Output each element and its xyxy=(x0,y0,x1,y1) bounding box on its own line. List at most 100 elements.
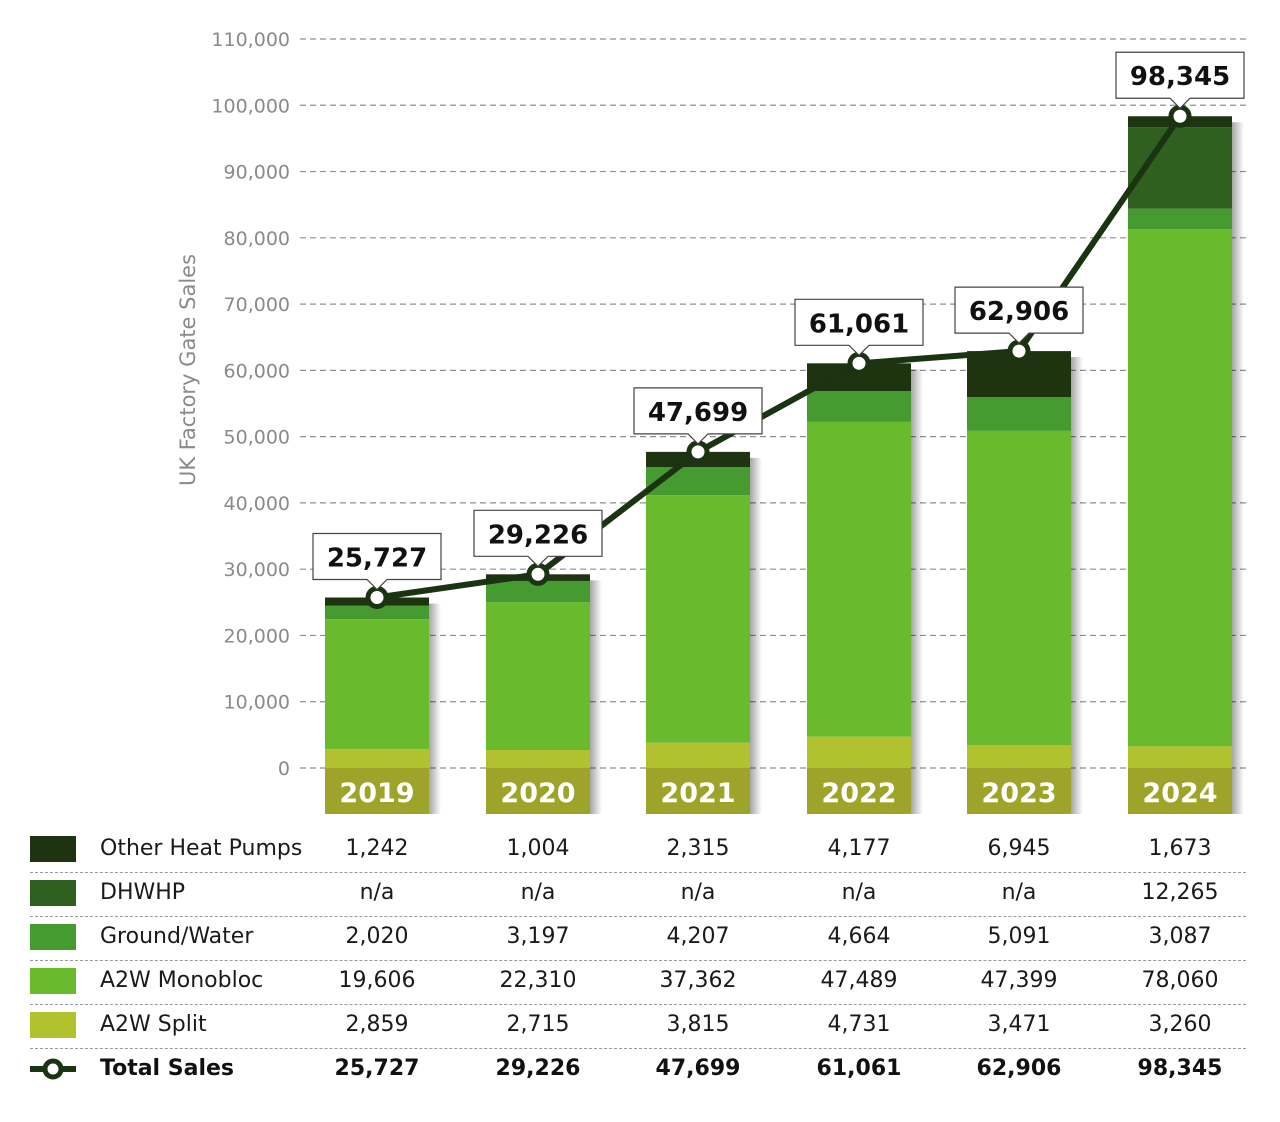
bar-segment-ground-water-2023 xyxy=(967,397,1071,431)
series-name: DHWHP xyxy=(100,880,186,905)
table-cell: 37,362 xyxy=(659,968,737,993)
total-data-label: 47,699 xyxy=(648,398,748,428)
table-cell: 25,727 xyxy=(334,1056,420,1081)
bar-shadow xyxy=(1232,122,1244,815)
table-row-other-heat-pumps: Other Heat Pumps 1,242 1,004 2,315 4,177 6,94… xyxy=(0,828,1280,872)
table-cell: 3,197 xyxy=(506,924,570,949)
bar-shadow xyxy=(429,603,441,814)
series-name: Total Sales xyxy=(100,1056,235,1081)
legend-swatch xyxy=(30,924,76,950)
table-cell: 62,906 xyxy=(976,1056,1062,1081)
year-band xyxy=(486,768,590,814)
y-tick-label: 10,000 xyxy=(224,692,290,714)
table-row-a2w-monobloc: A2W Monobloc 19,606 22,310 37,362 47,489 47,3… xyxy=(0,960,1280,1004)
table-cell: 3,815 xyxy=(666,1012,730,1037)
bar-shadow xyxy=(911,369,923,814)
year-band xyxy=(325,768,429,814)
table-divider xyxy=(30,872,1246,873)
x-tick-label: 2022 xyxy=(821,778,896,809)
y-tick-label: 70,000 xyxy=(224,294,290,316)
bar-segment-ground-water-2020 xyxy=(486,580,590,603)
table-row-ground-water: Ground/Water 2,020 3,197 4,207 4,664 5,091 3,0… xyxy=(0,916,1280,960)
x-tick-label: 2021 xyxy=(660,778,735,809)
total-sales-point xyxy=(1007,339,1031,363)
table-cell: 3,471 xyxy=(987,1012,1051,1037)
total-data-label: 61,061 xyxy=(809,309,909,339)
table-cell: n/a xyxy=(841,880,877,905)
bar-shadow xyxy=(590,580,602,814)
table-cell: 2,315 xyxy=(666,836,730,861)
bar-segment-a2w-monobloc-2024 xyxy=(1128,229,1232,747)
bar-segment-a2w-split-2019 xyxy=(325,749,429,768)
table-cell: 2,020 xyxy=(345,924,409,949)
y-tick-label: 20,000 xyxy=(224,625,290,647)
legend-swatch xyxy=(30,880,76,906)
y-tick-label: 90,000 xyxy=(224,162,290,184)
y-axis-label: UK Factory Gate Sales xyxy=(176,254,200,486)
bar-segment-a2w-split-2024 xyxy=(1128,746,1232,768)
total-sales-point xyxy=(365,586,389,610)
table-cell: 3,260 xyxy=(1148,1012,1212,1037)
total-sales-point xyxy=(686,440,710,464)
bars: 2019 2020 2021 2022 2023 2024 xyxy=(325,116,1244,815)
table-cell: 4,207 xyxy=(666,924,730,949)
y-tick-label: 80,000 xyxy=(224,228,290,250)
total-sales-point xyxy=(847,351,871,375)
bar-segment-ground-water-2022 xyxy=(807,391,911,422)
legend-swatch xyxy=(30,1012,76,1038)
table-divider xyxy=(30,1004,1246,1005)
bar-segment-ground-water-2024 xyxy=(1128,208,1232,230)
y-tick-label: 40,000 xyxy=(224,493,290,515)
series-name: Other Heat Pumps xyxy=(100,836,303,861)
bar-shadow xyxy=(750,457,762,814)
table-cell: 47,699 xyxy=(655,1056,741,1081)
table-divider xyxy=(30,1048,1246,1049)
table-cell: n/a xyxy=(1001,880,1037,905)
bar-shadow xyxy=(1071,357,1083,814)
table-divider xyxy=(30,916,1246,917)
series-name: Ground/Water xyxy=(100,924,254,949)
total-sales-point xyxy=(1168,104,1192,128)
bar-segment-a2w-monobloc-2023 xyxy=(967,430,1071,745)
total-line xyxy=(365,104,1192,610)
callout-box xyxy=(473,509,603,568)
total-data-label: 29,226 xyxy=(488,520,588,550)
table-cell: 6,945 xyxy=(987,836,1051,861)
table-cell: 12,265 xyxy=(1141,880,1219,905)
bar-segment-a2w-split-2022 xyxy=(807,736,911,768)
table-cell: 2,859 xyxy=(345,1012,409,1037)
table-cell: 22,310 xyxy=(499,968,577,993)
table-cell: 78,060 xyxy=(1141,968,1219,993)
total-data-label: 25,727 xyxy=(327,544,427,574)
bar-segment-a2w-monobloc-2021 xyxy=(646,495,750,743)
callout-box xyxy=(1115,51,1245,110)
table-row-a2w-split: A2W Split 2,859 2,715 3,815 4,731 3,471 3,260 xyxy=(0,1004,1280,1048)
y-tick-label: 0 xyxy=(278,758,290,780)
table-cell: n/a xyxy=(359,880,395,905)
year-band xyxy=(646,768,750,814)
year-band xyxy=(967,768,1071,814)
grid-and-ticks: 0 10,000 20,000 30,000 40,000 50,000 60,000 70,… xyxy=(211,29,1246,780)
x-tick-label: 2020 xyxy=(500,778,575,809)
table-cell: n/a xyxy=(680,880,716,905)
table-cell: 1,673 xyxy=(1148,836,1212,861)
total-sales-point xyxy=(526,562,550,586)
y-tick-label: 100,000 xyxy=(211,95,290,117)
bar-segment-ground-water-2019 xyxy=(325,605,429,620)
table-row-dhwhp: DHWHP n/a n/a n/a n/a n/a 12,265 xyxy=(0,872,1280,916)
bar-segment-a2w-monobloc-2019 xyxy=(325,619,429,750)
y-tick-label: 110,000 xyxy=(211,29,290,51)
total-data-label: 62,906 xyxy=(969,297,1069,327)
bar-segment-a2w-split-2023 xyxy=(967,744,1071,768)
legend-swatch xyxy=(30,968,76,994)
y-tick-label: 60,000 xyxy=(224,360,290,382)
table-cell: 47,489 xyxy=(820,968,898,993)
callout-box xyxy=(312,532,442,591)
x-tick-label: 2024 xyxy=(1142,778,1217,809)
table-divider xyxy=(30,960,1246,961)
total-data-label: 98,345 xyxy=(1130,62,1230,92)
table-cell: 2,715 xyxy=(506,1012,570,1037)
callout-box xyxy=(954,286,1084,344)
table-cell: 29,226 xyxy=(495,1056,581,1081)
y-tick-label: 30,000 xyxy=(224,559,290,581)
